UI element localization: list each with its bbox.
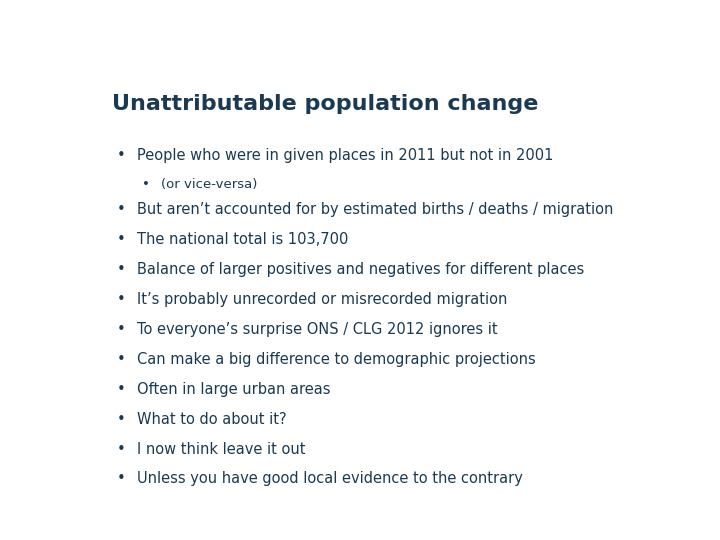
Text: I now think leave it out: I now think leave it out [138, 442, 306, 456]
Text: •: • [117, 262, 125, 277]
Text: •: • [117, 471, 125, 487]
Text: (or vice-versa): (or vice-versa) [161, 178, 258, 191]
Text: Often in large urban areas: Often in large urban areas [138, 382, 331, 397]
Text: Can make a big difference to demographic projections: Can make a big difference to demographic… [138, 352, 536, 367]
Text: •: • [117, 148, 125, 163]
Text: •: • [117, 232, 125, 247]
Text: •: • [117, 382, 125, 397]
Text: To everyone’s surprise ONS / CLG 2012 ignores it: To everyone’s surprise ONS / CLG 2012 ig… [138, 322, 498, 337]
Text: What to do about it?: What to do about it? [138, 411, 287, 427]
Text: Unattributable population change: Unattributable population change [112, 94, 539, 114]
Text: The national total is 103,700: The national total is 103,700 [138, 232, 348, 247]
Text: •: • [117, 352, 125, 367]
Text: It’s probably unrecorded or misrecorded migration: It’s probably unrecorded or misrecorded … [138, 292, 508, 307]
Text: •: • [142, 178, 150, 191]
Text: •: • [117, 202, 125, 217]
Text: Unless you have good local evidence to the contrary: Unless you have good local evidence to t… [138, 471, 523, 487]
Text: •: • [117, 292, 125, 307]
Text: •: • [117, 322, 125, 337]
Text: But aren’t accounted for by estimated births / deaths / migration: But aren’t accounted for by estimated bi… [138, 202, 614, 217]
Text: •: • [117, 442, 125, 456]
Text: •: • [117, 411, 125, 427]
Text: People who were in given places in 2011 but not in 2001: People who were in given places in 2011 … [138, 148, 554, 163]
Text: Balance of larger positives and negatives for different places: Balance of larger positives and negative… [138, 262, 585, 277]
